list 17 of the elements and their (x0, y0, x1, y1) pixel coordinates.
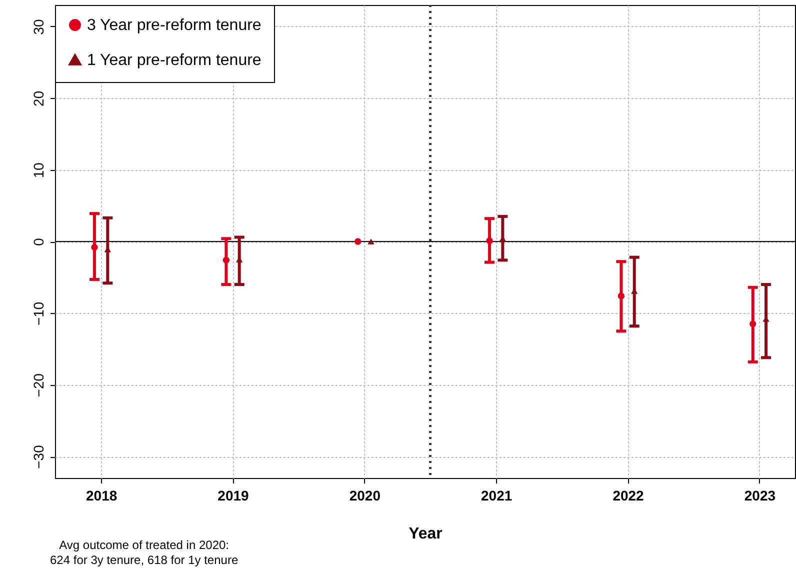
x-tick-label: 2019 (218, 488, 250, 504)
y-tick-label: 20 (30, 90, 46, 106)
x-tick-label: 2023 (744, 488, 776, 504)
x-tick-label: 2021 (481, 488, 512, 504)
text: Avg outcome of treated in 2020: 624 for 3y tenure, 618 for 1y tenure (50, 538, 238, 568)
y-tick-label: −30 (30, 444, 46, 469)
y-tick-label: −20 (30, 373, 46, 398)
legend-label: 1 Year pre-reform tenure (87, 52, 262, 69)
x-tick-label: 2020 (349, 488, 381, 504)
y-tick-label: 0 (30, 238, 46, 246)
x-tick-label: 2022 (612, 488, 644, 504)
x-tick-label: 2018 (86, 488, 118, 504)
y-tick-label: 10 (30, 162, 46, 178)
x-axis-title: Year (408, 526, 442, 542)
y-tick-label: −10 (30, 302, 46, 326)
y-tick-label: 30 (30, 19, 46, 35)
legend-label: 3 Year pre-reform tenure (87, 17, 262, 34)
